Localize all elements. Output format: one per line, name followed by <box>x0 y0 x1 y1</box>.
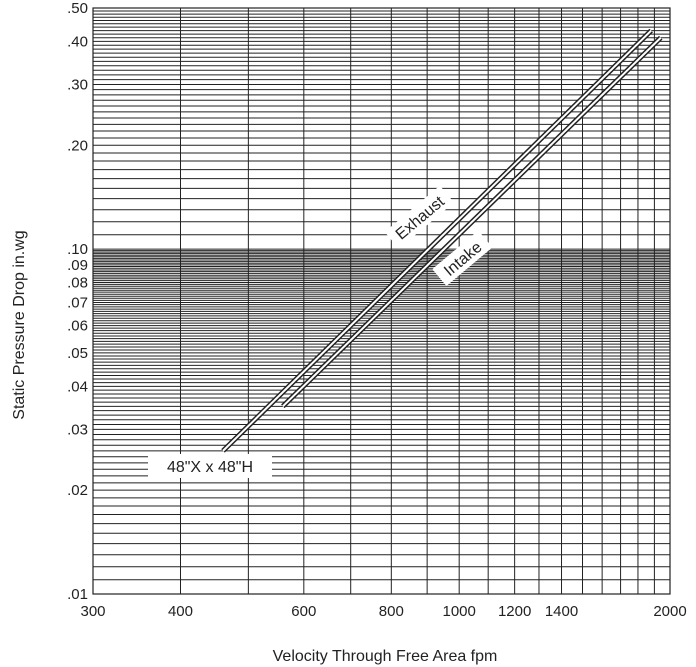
x-tick-label: 300 <box>80 603 105 620</box>
x-tick-label: 600 <box>291 603 316 620</box>
plot-frame <box>92 7 671 595</box>
y-tick-label: .50 <box>67 0 88 17</box>
y-tick-label: .09 <box>67 257 88 274</box>
x-tick-labels: 300 400 600 800 1000 1200 1400 2000 <box>80 603 686 620</box>
y-tick-labels: .50 .40 .30 .20 .10.09.08 .07 .06 .05 .04 .03 .02.… <box>67 0 88 603</box>
size-label: 48"X x 48"H <box>167 459 253 476</box>
x-tick-label: 400 <box>168 603 193 620</box>
x-tick-label: 800 <box>379 603 404 620</box>
y-tick-label: .10 <box>67 241 88 258</box>
y-tick-label: .06 <box>67 318 88 335</box>
y-tick-label: .02 <box>67 482 88 499</box>
y-tick-label: .20 <box>67 137 88 154</box>
y-tick-label: .03 <box>67 421 88 438</box>
y-axis-label: Static Pressure Drop in.wg <box>11 230 28 419</box>
y-tick-label: .01 <box>67 586 88 603</box>
x-axis-label: Velocity Through Free Area fpm <box>273 648 498 665</box>
x-tick-label: 1200 <box>498 603 531 620</box>
size-label-group: 48"X x 48"H <box>148 454 272 478</box>
exhaust-label-group: Exhaust <box>384 185 455 249</box>
x-tick-label: 2000 <box>653 603 686 620</box>
y-tick-label: .04 <box>67 378 88 395</box>
y-tick-label: .05 <box>67 345 88 362</box>
y-tick-label: .08 <box>67 275 88 292</box>
exhaust-label-bg <box>384 185 455 249</box>
y-tick-label: .30 <box>67 77 88 94</box>
series-line-inner-intake <box>282 37 662 408</box>
x-tick-label: 1400 <box>545 603 578 620</box>
intake-label-bg <box>432 230 493 286</box>
x-tick-label: 1000 <box>442 603 475 620</box>
series-line-inner-exhaust <box>222 29 652 452</box>
y-tick-label: .07 <box>67 295 88 312</box>
y-tick-label: .40 <box>67 33 88 50</box>
series-lines <box>221 28 663 453</box>
size-label-bg <box>148 454 272 478</box>
